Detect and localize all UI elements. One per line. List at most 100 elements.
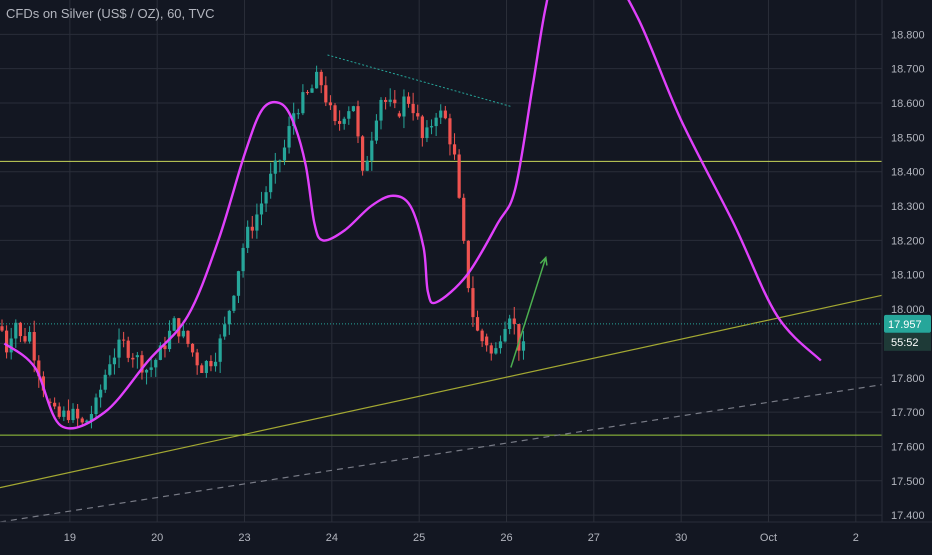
candle-down [18, 322, 22, 337]
candle-down [319, 71, 323, 86]
candle-down [53, 402, 57, 407]
candle-down [66, 410, 71, 421]
candle-up [94, 397, 98, 415]
arrow-head [539, 255, 548, 266]
candle-up [62, 410, 66, 417]
price-tick-label: 18.100 [891, 270, 925, 282]
candle-down [80, 418, 84, 423]
rising-trend-line [0, 294, 883, 489]
candle-up [296, 113, 300, 115]
candle-up [439, 110, 443, 118]
candle-up [232, 295, 236, 311]
candle-down [517, 323, 521, 351]
price-tick-label: 17.800 [891, 373, 925, 385]
candle-down [76, 408, 80, 419]
candle-up [135, 355, 139, 358]
candle-up [236, 271, 241, 296]
candle-down [361, 136, 365, 171]
candle-down [471, 288, 475, 318]
candle-down [195, 352, 199, 366]
candle-down [131, 357, 135, 360]
candle-down [416, 113, 420, 117]
countdown-badge [884, 332, 931, 351]
candle-up [429, 126, 434, 128]
candle-down [480, 330, 484, 342]
candle-down [41, 376, 45, 391]
candle-up [498, 341, 503, 349]
candle-up [508, 318, 512, 330]
candle-down [48, 401, 52, 403]
candle-up [259, 203, 264, 215]
countdown-value: 55:52 [891, 337, 919, 349]
time-tick-label: 25 [413, 532, 425, 544]
candle-down [140, 355, 144, 373]
price-tick-label: 18.600 [891, 98, 925, 110]
candle-down [200, 365, 204, 373]
candle-up [218, 338, 222, 362]
candle-up [28, 332, 32, 342]
candle-down [397, 113, 401, 117]
candle-up [264, 192, 268, 204]
candle-up [144, 369, 149, 373]
candle-down [209, 361, 213, 367]
time-scale: 19 20 23 24 25 26 27 30 Oct 2 [0, 521, 932, 550]
candle-up [374, 120, 379, 141]
candle-down [186, 330, 190, 344]
candle-up [425, 127, 429, 139]
candle-down [32, 332, 36, 361]
dashed-trend-line [0, 384, 883, 523]
projection-arrow [510, 257, 547, 368]
candle-down [457, 154, 461, 198]
price-tick-label: 17.500 [891, 476, 925, 488]
candle-down [448, 118, 452, 145]
candle-up [287, 126, 291, 148]
candle-down [452, 144, 457, 155]
last-price-value: 17.957 [888, 319, 922, 331]
candle-down [23, 336, 27, 342]
candle-up [227, 310, 231, 325]
candle-up [99, 389, 103, 398]
candle-down [485, 336, 489, 346]
candle-up [402, 96, 406, 117]
candle-down [333, 105, 337, 122]
candle-up [71, 408, 75, 421]
candle-down [126, 340, 130, 358]
candles [0, 65, 526, 429]
candle-up [282, 147, 287, 161]
candle-down [411, 103, 415, 114]
candle-up [149, 367, 153, 370]
candle-up [108, 364, 112, 375]
candle-up [241, 247, 245, 272]
time-tick-label: 23 [238, 532, 250, 544]
candle-up [85, 420, 89, 423]
candle-down [489, 345, 493, 354]
candle-down [328, 102, 333, 106]
candle-down [406, 96, 411, 104]
candle-up [117, 339, 121, 358]
time-scale-background [0, 522, 932, 550]
candle-up [310, 88, 314, 93]
price-tick-label: 18.800 [891, 29, 925, 41]
candle-up [89, 414, 94, 421]
candle-up [347, 111, 351, 119]
time-tick-label: 24 [326, 532, 338, 544]
candle-up [255, 214, 259, 231]
candle-up [342, 118, 346, 124]
candle-up [315, 71, 319, 89]
price-tick-label: 18.000 [891, 304, 925, 316]
candle-up [301, 92, 305, 114]
candle-up [103, 374, 107, 390]
candle-down [384, 99, 388, 102]
candle-down [250, 226, 254, 231]
candle-up [278, 160, 282, 162]
candle-up [494, 348, 498, 354]
time-tick-label: 2 [853, 532, 859, 544]
candle-up [213, 361, 218, 367]
candle-down [324, 85, 328, 103]
candle-up [246, 226, 250, 248]
price-tick-label: 18.400 [891, 167, 925, 179]
price-tick-label: 17.600 [891, 441, 925, 453]
candle-down [475, 317, 480, 331]
